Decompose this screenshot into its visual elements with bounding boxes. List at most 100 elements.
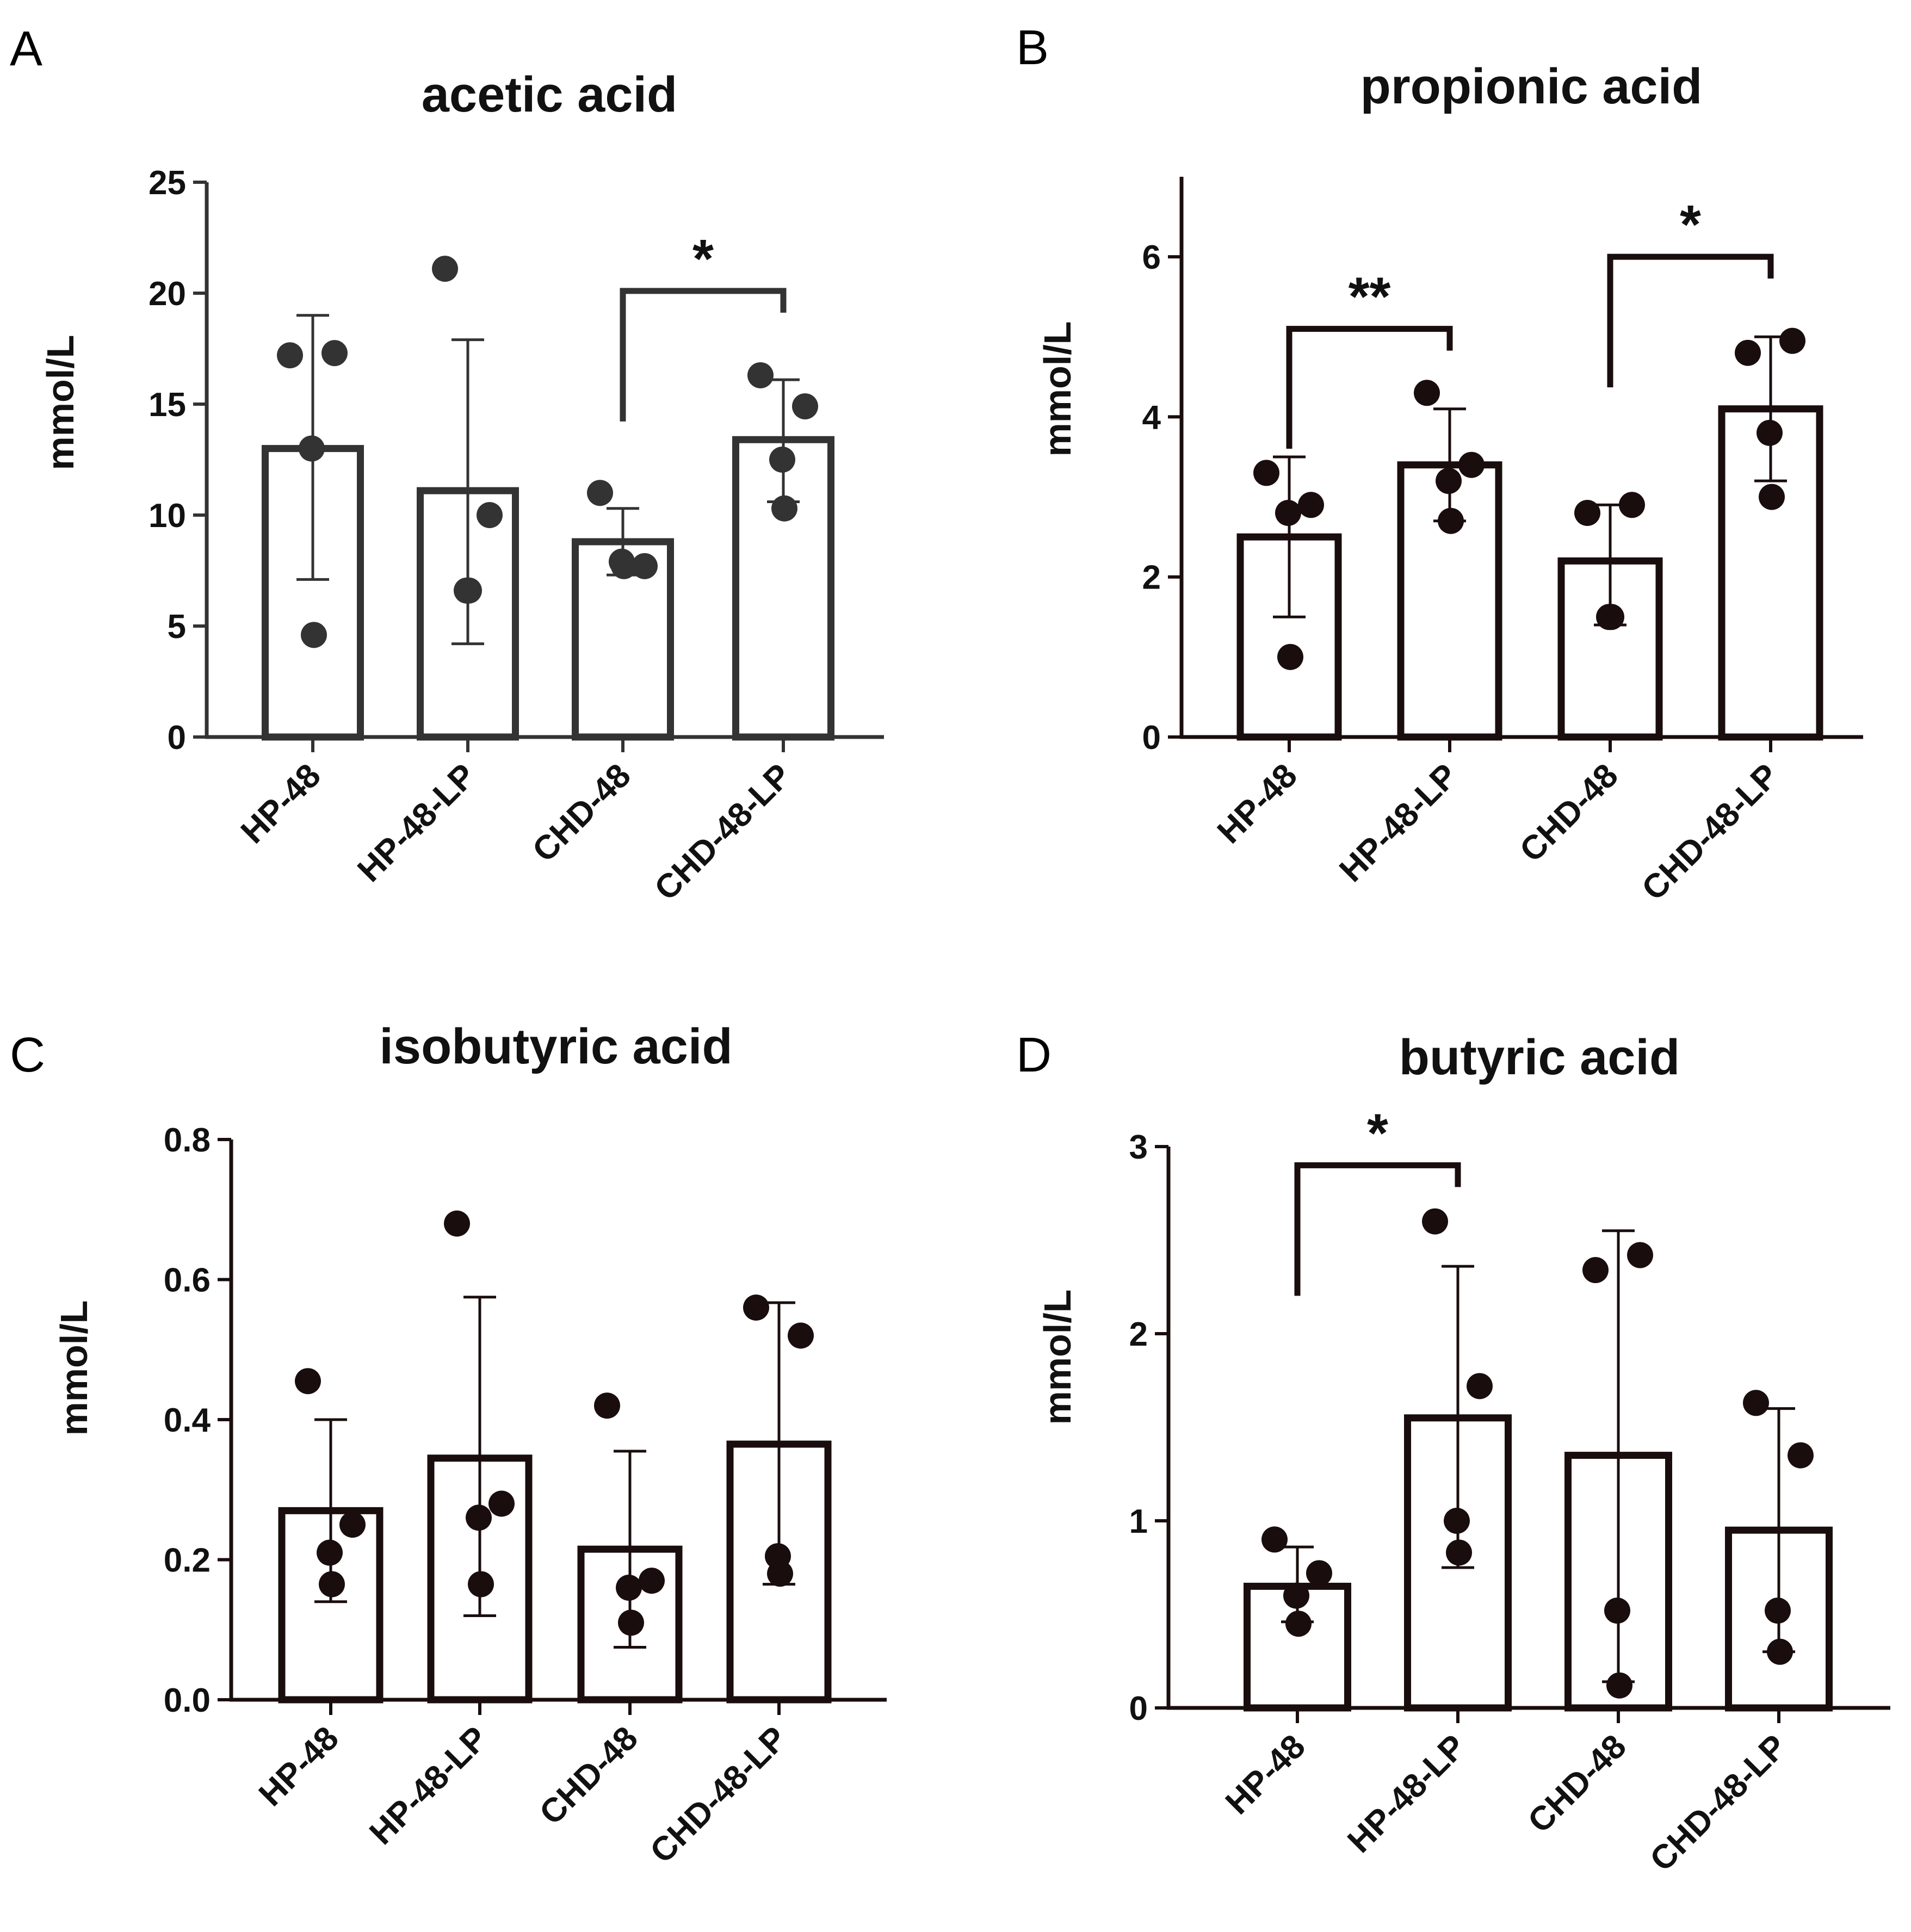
significance-label: * (1680, 194, 1701, 255)
data-point (1598, 604, 1624, 630)
data-point (339, 1512, 366, 1538)
data-point (301, 622, 327, 648)
data-point (1604, 1597, 1630, 1624)
data-point (1767, 1638, 1793, 1665)
panel-c: C isobutyric acid mmol/L 0.0 0.2 0.4 0.6 0.8… (10, 1019, 887, 1871)
data-point (444, 1210, 470, 1237)
data-point (488, 1490, 515, 1517)
chart-title: isobutyric acid (379, 1019, 732, 1074)
y-axis-label: mmol/L (1036, 1290, 1079, 1425)
significance-bracket (1607, 253, 1774, 388)
data-point (587, 480, 613, 506)
x-tick-label: HP-48-LP (350, 757, 483, 889)
x-tick-label: HP-48-LP (362, 1719, 495, 1852)
chart-title: propionic acid (1360, 59, 1703, 114)
x-tick-label: CHD-48 (1513, 757, 1625, 869)
y-axis-label: mmol/L (39, 335, 82, 470)
data-point (1779, 327, 1805, 354)
data-point (317, 1539, 343, 1566)
data-point (1582, 1257, 1609, 1284)
data-point (1414, 380, 1440, 406)
y-tick-label: 4 (1142, 399, 1161, 436)
y-tick-label: 3 (1129, 1129, 1148, 1166)
panel-letter: C (10, 1028, 45, 1082)
y-tick-label: 0 (168, 719, 186, 757)
data-point (1275, 500, 1301, 526)
data-point (747, 362, 774, 388)
panel-b: B propionic acid mmol/L 0 2 4 6 HP-48 HP-48-L… (1016, 21, 1863, 908)
data-point (466, 1504, 492, 1531)
y-tick-label: 0 (1142, 719, 1161, 757)
y-tick-label: 2 (1129, 1316, 1148, 1353)
data-point (319, 1571, 345, 1597)
panel-a: A acetic acid mmol/L 0 5 10 15 20 25 HP-48 HP-4… (10, 22, 884, 908)
y-tick-label: 6 (1142, 239, 1161, 276)
data-point (1277, 643, 1303, 670)
data-point (1253, 460, 1279, 486)
data-point (1446, 1539, 1472, 1566)
y-tick-label: 0 (1129, 1690, 1148, 1727)
x-tick-label: HP-48-LP (1332, 757, 1465, 889)
data-point (1261, 1526, 1288, 1553)
data-point (618, 1609, 644, 1636)
significance-label: * (692, 228, 714, 289)
data-point (1627, 1242, 1653, 1268)
data-point (1743, 1390, 1769, 1416)
data-point (1574, 500, 1600, 526)
data-point (767, 1561, 793, 1587)
x-tick-label: CHD-48-LP (1643, 1727, 1794, 1879)
significance-label: * (1367, 1103, 1388, 1163)
data-point (1285, 1611, 1312, 1637)
data-point (1467, 1373, 1493, 1400)
x-tick-label: CHD-48-LP (1635, 757, 1786, 908)
chart-title: butyric acid (1399, 1030, 1680, 1085)
data-point (1619, 492, 1645, 518)
x-tick-label: HP-48 (234, 757, 328, 851)
data-point (1757, 419, 1783, 446)
plot-area: 0.0 0.2 0.4 0.6 0.8 HP-48 HP-48-LP CHD-48CHD-48… (164, 1122, 887, 1871)
data-point (743, 1295, 769, 1321)
x-tick-label: CHD-48-LP (643, 1719, 794, 1871)
data-point (1759, 484, 1785, 510)
y-axis-label: mmol/L (53, 1301, 95, 1436)
y-tick-label: 0.4 (164, 1402, 211, 1439)
data-point (1788, 1442, 1814, 1469)
data-point (1306, 1560, 1332, 1587)
panel-letter: D (1016, 1028, 1052, 1082)
data-point (594, 1392, 620, 1419)
x-tick-label: CHD-48 (525, 757, 638, 869)
data-point (792, 393, 818, 420)
data-point (1438, 507, 1464, 534)
x-tick-label: HP-48 (252, 1719, 346, 1813)
data-point (1458, 451, 1485, 478)
data-point (277, 342, 303, 369)
panel-letter: A (10, 22, 42, 76)
x-tick-label: CHD-48 (533, 1719, 645, 1832)
data-point (1298, 492, 1324, 518)
data-point (432, 256, 458, 282)
data-point (1606, 1672, 1632, 1699)
data-point (295, 1368, 321, 1395)
significance-bracket (1286, 326, 1453, 449)
y-tick-label: 2 (1142, 559, 1161, 597)
panel-letter: B (1016, 21, 1049, 75)
data-point (299, 435, 325, 462)
y-tick-label: 1 (1129, 1503, 1148, 1540)
x-tick-label: CHD-48-LP (647, 757, 799, 908)
plot-area: 0 1 2 3 HP-48 HP-48-LP CHD-48 CHD-48-LP * (1129, 1103, 1890, 1879)
y-tick-label: 0.2 (164, 1542, 211, 1580)
x-tick-label: HP-48 (1219, 1727, 1313, 1822)
y-tick-label: 15 (149, 386, 186, 424)
significance-label: ** (1349, 267, 1391, 327)
panel-d: D butyric acid mmol/L 0 1 2 3 HP-48 HP-48-LP C… (1016, 1028, 1890, 1879)
data-point (1422, 1208, 1448, 1235)
x-tick-label: CHD-48 (1521, 1727, 1634, 1840)
data-point (1735, 339, 1761, 366)
data-point (769, 447, 795, 473)
y-tick-label: 20 (149, 275, 186, 313)
y-tick-label: 0.6 (164, 1262, 211, 1299)
y-tick-label: 10 (149, 497, 186, 535)
data-point (788, 1322, 814, 1349)
data-point (1436, 468, 1462, 494)
